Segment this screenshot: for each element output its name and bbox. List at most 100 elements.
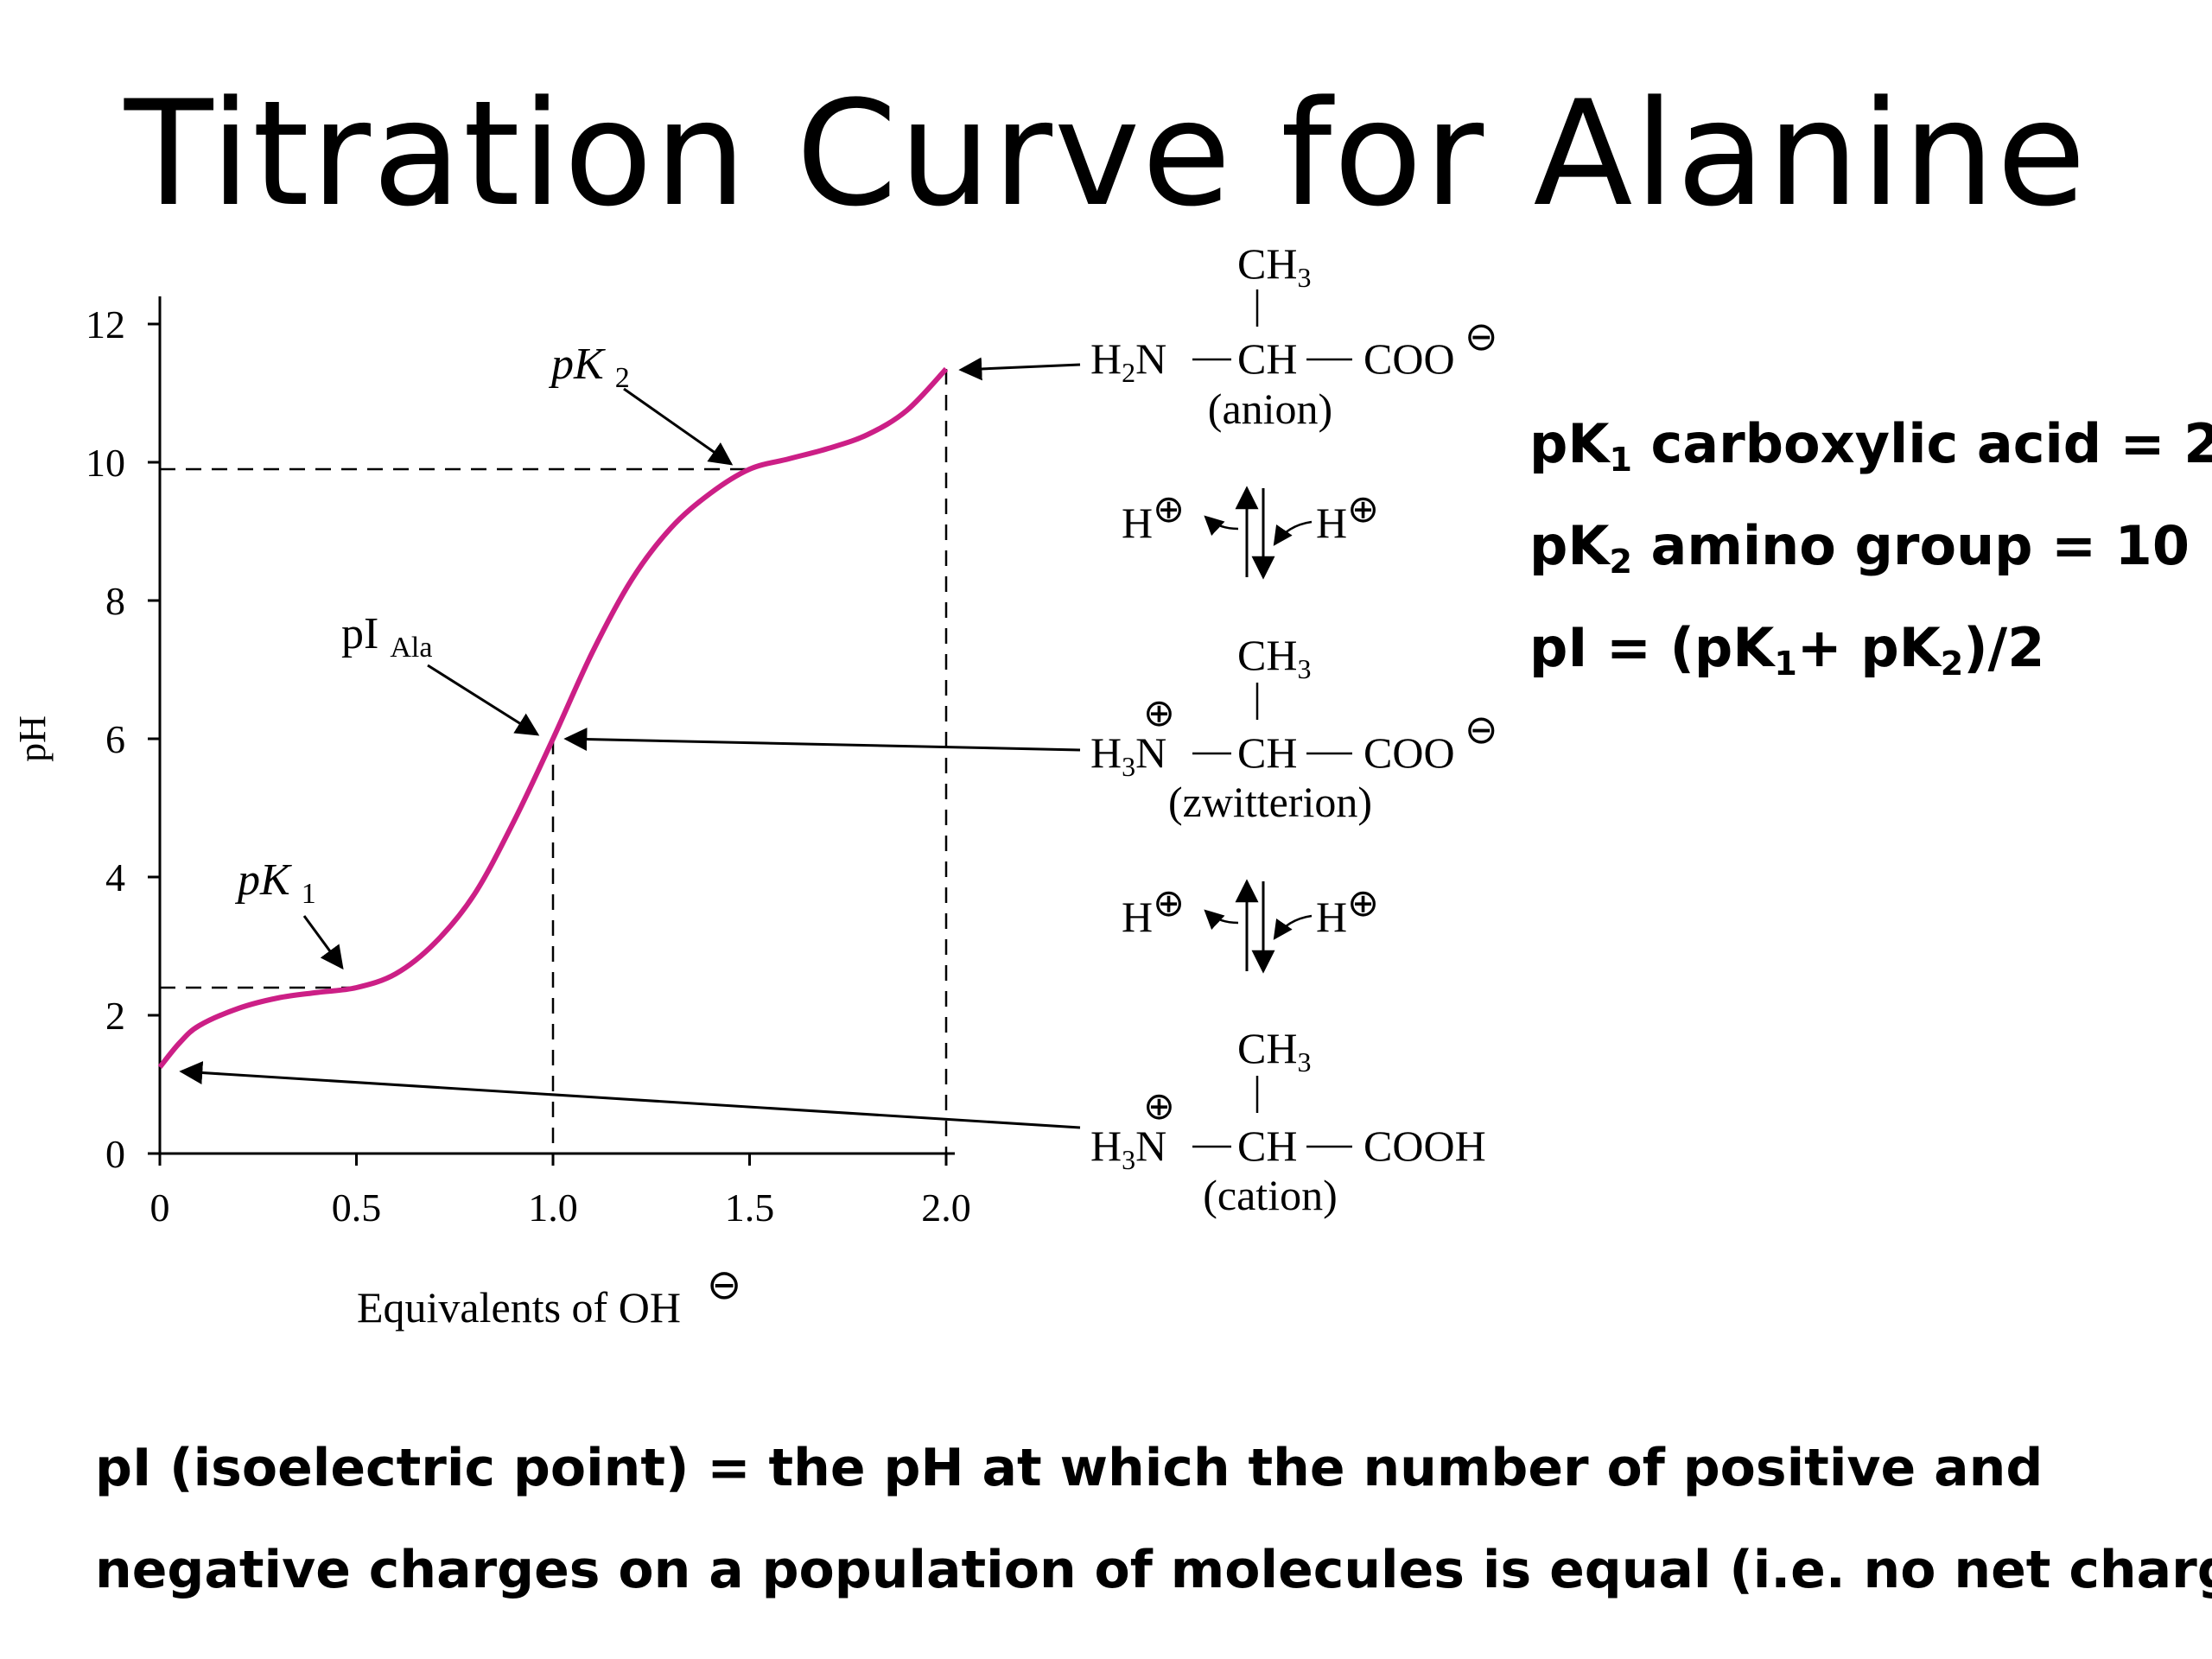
cation-ch3-sub: 3 (1297, 1046, 1311, 1077)
x-tick-label-3: 1.5 (725, 1185, 775, 1230)
zwitterion-ch3: CH (1237, 631, 1297, 679)
svg-text:CH3: CH3 (1237, 631, 1311, 684)
proton-left-2: H (1122, 893, 1153, 941)
anion-charge: ⊖ (1465, 315, 1498, 359)
cation-pointer-arrow (179, 1061, 1081, 1129)
definition-line-1: pI (isoelectric point) = the pH at which… (95, 1438, 2044, 1498)
pk2-label-main: pK (548, 340, 606, 389)
pi-formula-p3: )/2 (1963, 616, 2045, 679)
x-tick-label-2: 1.0 (528, 1185, 578, 1230)
svg-text:pI Ala: pI Ala (341, 609, 432, 664)
svg-text:pK 2: pK 2 (548, 340, 630, 394)
pk2-note-pre: pK (1529, 514, 1610, 577)
proton-left-2-charge: ⊕ (1153, 882, 1185, 925)
cation-left-tail: N (1135, 1122, 1166, 1170)
proton-left-charge: ⊕ (1153, 488, 1185, 531)
y-tick-label-3: 6 (105, 717, 125, 761)
x-tick-label-0: 0 (150, 1185, 170, 1230)
pk2-label-sub: 2 (615, 362, 630, 394)
pi-label-sub: Ala (390, 632, 432, 664)
pk2-note-sub: 2 (1609, 543, 1632, 581)
pk2-note-post: amino group = 10 (1631, 514, 2190, 577)
x-tick-label-4: 2.0 (921, 1185, 971, 1230)
proton-right-charge: ⊕ (1347, 488, 1379, 531)
pk1-note-sub: 1 (1609, 441, 1632, 479)
zwitterion-plus: ⊕ (1143, 692, 1175, 734)
pi-formula-s2: 2 (1940, 645, 1964, 683)
svg-text:CH3: CH3 (1237, 239, 1311, 293)
zwitterion-right: COO (1363, 728, 1455, 777)
annotation-pi: pI Ala (341, 609, 540, 736)
cation-label: (cation) (1203, 1171, 1337, 1219)
anion-left-sub: 2 (1122, 357, 1135, 388)
anion-left-tail: N (1135, 334, 1166, 383)
anion-pointer-arrow (958, 357, 1081, 381)
y-tick-label-2: 4 (105, 855, 125, 899)
slide-title: Titration Curve for Alanine (124, 69, 2088, 238)
equilibrium-arrows-bottom: H⊕ H⊕ (1122, 879, 1379, 974)
annotation-pk1: pK 1 (234, 855, 344, 970)
annotation-pk2: pK 2 (548, 340, 734, 466)
cation-left-sub: 3 (1122, 1144, 1135, 1175)
svg-text:H⊕: H⊕ (1122, 882, 1185, 941)
proton-right-2-charge: ⊕ (1347, 882, 1379, 925)
proton-left: H (1122, 499, 1153, 547)
titration-curve (157, 366, 949, 1069)
definition-line-2: negative charges on a population of mole… (95, 1540, 2212, 1600)
zwitterion-label: (zwitterion) (1168, 778, 1372, 826)
zwitterion-pointer-arrow (563, 728, 1081, 752)
svg-text:H⊕: H⊕ (1316, 882, 1379, 941)
pi-definition: pI (isoelectric point) = the pH at which… (95, 1417, 2212, 1621)
anion-ch3: CH (1237, 239, 1297, 288)
pi-label-main: pI (341, 609, 378, 658)
proton-right: H (1316, 499, 1347, 547)
equilibrium-arrows-top: H⊕ H⊕ (1122, 486, 1379, 580)
y-axis-label: pH (11, 715, 54, 762)
pk1-arrow (302, 915, 344, 970)
proton-right-2: H (1316, 893, 1347, 941)
x-tick-label-1: 0.5 (332, 1185, 382, 1230)
y-tick-label-1: 2 (105, 994, 125, 1038)
species-zwitterion: CH3 ⊕ H3N CH COO ⊖ (zwitterion) (1090, 631, 1498, 826)
svg-text:H2N: H2N (1090, 334, 1166, 388)
svg-text:H⊕: H⊕ (1316, 488, 1379, 547)
pk1-note-pre: pK (1529, 412, 1610, 475)
y-tick-label-5: 10 (86, 441, 125, 485)
pk1-note-post: carboxylic acid = 2 (1631, 412, 2212, 475)
x-axis-label-charge: ⊖ (707, 1262, 741, 1308)
cation-plus: ⊕ (1143, 1085, 1175, 1128)
cation-left: H (1090, 1122, 1122, 1170)
pi-arrow (427, 664, 540, 736)
y-tick-label-4: 8 (105, 579, 125, 623)
pk1-label-main: pK (234, 855, 292, 905)
anion-label: (anion) (1208, 385, 1332, 433)
svg-text:pK 1: pK 1 (234, 855, 316, 910)
zwitterion-left-tail: N (1135, 728, 1166, 777)
zwitterion-charge: ⊖ (1465, 708, 1498, 752)
y-tick-label-0: 0 (105, 1132, 125, 1176)
pi-formula-p2: + pK (1796, 616, 1941, 679)
cation-right: COOH (1363, 1122, 1486, 1170)
zwitterion-ch3-sub: 3 (1297, 653, 1311, 684)
pi-formula: pI = (pK1+ pK2)/2 (1529, 597, 2212, 699)
y-tick-label-6: 12 (86, 302, 125, 346)
anion-right: COO (1363, 334, 1455, 383)
svg-text:CH3: CH3 (1237, 1024, 1311, 1077)
cation-ch3: CH (1237, 1024, 1297, 1072)
reference-lines (160, 369, 948, 1154)
pk1-label-sub: 1 (302, 878, 316, 910)
svg-text:H⊕: H⊕ (1122, 488, 1185, 547)
x-axis-label: Equivalents of OH (357, 1283, 681, 1332)
anion-center: CH (1237, 334, 1297, 383)
zwitterion-left-sub: 3 (1122, 751, 1135, 782)
zwitterion-center: CH (1237, 728, 1297, 777)
pi-formula-p1: pI = (pK (1529, 616, 1775, 679)
species-anion: CH3 H2N CH COO ⊖ (anion) (1090, 239, 1498, 433)
pi-formula-s1: 1 (1774, 645, 1797, 683)
pk2-arrow (623, 387, 734, 466)
svg-text:H3N: H3N (1090, 728, 1166, 782)
species-cation: CH3 ⊕ H3N CH COOH (cation) (1090, 1024, 1486, 1219)
